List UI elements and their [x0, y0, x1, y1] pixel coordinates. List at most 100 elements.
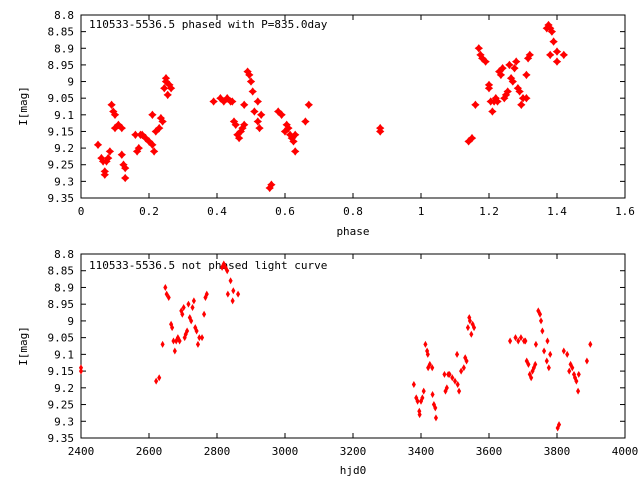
y-tick-label: 9.05	[48, 332, 75, 345]
y-tick-label: 9.15	[48, 125, 75, 138]
data-point	[533, 360, 538, 368]
x-tick-label: 0.6	[275, 205, 295, 218]
data-point	[430, 391, 435, 399]
y-tick-label: 8.9	[54, 281, 74, 294]
data-point	[415, 397, 420, 405]
data-point	[376, 127, 385, 136]
data-point	[474, 44, 483, 53]
data-point	[185, 327, 190, 335]
data-point	[177, 337, 182, 345]
data-point	[459, 367, 464, 375]
data-point	[465, 324, 470, 332]
data-point	[433, 414, 439, 422]
data-point	[248, 87, 257, 96]
data-point	[197, 334, 202, 342]
data-point	[110, 110, 120, 119]
data-point	[253, 117, 262, 126]
data-point	[430, 364, 435, 372]
data-point	[164, 290, 169, 298]
y-tick-label: 9.15	[48, 365, 75, 378]
data-point	[548, 350, 553, 358]
y-tick-label: 9.35	[48, 192, 75, 205]
x-tick-label: 1.2	[479, 205, 499, 218]
x-tick-label: 3200	[340, 445, 367, 458]
x-tick-label: 3800	[544, 445, 571, 458]
data-point	[567, 367, 572, 375]
y-axis-label: I[mag]	[17, 326, 30, 366]
data-point	[117, 150, 126, 159]
data-point	[240, 120, 249, 129]
x-tick-label: 2600	[136, 445, 163, 458]
y-tick-label: 8.85	[48, 26, 75, 39]
data-point	[552, 47, 562, 56]
data-point	[163, 90, 172, 100]
data-point	[280, 127, 290, 136]
data-point	[255, 123, 264, 133]
y-tick-label: 9.25	[48, 399, 75, 412]
chart-title: 110533-5536.5 not phased light curve	[89, 259, 327, 272]
data-point	[225, 290, 230, 298]
data-point	[455, 380, 460, 388]
data-point	[186, 300, 191, 308]
data-point	[427, 360, 432, 368]
x-axis-label: hjd0	[340, 464, 367, 477]
data-point	[522, 94, 531, 103]
data-point	[225, 267, 230, 275]
data-point	[191, 297, 196, 305]
data-point	[411, 380, 416, 388]
data-point	[257, 110, 266, 119]
data-point	[450, 374, 455, 382]
data-point	[284, 123, 293, 133]
data-point	[420, 394, 425, 402]
data-point	[291, 130, 300, 139]
x-tick-label: 1.4	[547, 205, 567, 218]
data-point	[469, 330, 474, 338]
data-point	[433, 404, 438, 412]
data-point	[228, 97, 237, 106]
data-point	[464, 357, 469, 365]
data-point	[195, 340, 201, 348]
data-point	[467, 133, 477, 143]
data-point	[231, 287, 236, 295]
data-point	[452, 377, 458, 385]
axis-ticks: 2400 2600 2800 3000 3200 3400 3600 3800 4000 8.8 8…	[48, 248, 639, 458]
data-point	[131, 130, 140, 139]
y-axis-label: I[mag]	[17, 86, 30, 126]
data-point	[516, 337, 521, 345]
data-point	[155, 123, 164, 133]
data-point	[148, 140, 157, 149]
data-point	[199, 334, 205, 342]
data-point	[529, 374, 534, 382]
x-axis-label: phase	[336, 225, 369, 238]
data-point	[540, 327, 545, 335]
y-tick-label: 9.05	[48, 92, 75, 105]
data-point	[171, 337, 176, 345]
data-point	[547, 27, 557, 36]
data-point	[189, 317, 194, 325]
data-point	[190, 304, 195, 312]
data-point	[160, 84, 169, 93]
data-point	[570, 364, 575, 372]
plot-frame	[80, 14, 626, 199]
data-point	[561, 347, 566, 355]
x-tick-label: 0	[78, 205, 85, 218]
data-point	[565, 350, 570, 358]
y-tick-label: 8.95	[48, 298, 75, 311]
data-point	[230, 297, 235, 305]
data-point	[202, 310, 207, 318]
data-point	[301, 117, 310, 126]
data-point	[250, 107, 259, 116]
data-point	[545, 337, 550, 345]
x-tick-label: 0.2	[139, 205, 159, 218]
data-point	[556, 421, 562, 429]
y-tick-label: 8.95	[48, 59, 75, 72]
data-point	[149, 147, 159, 156]
y-tick-label: 9.25	[48, 159, 75, 172]
data-point	[267, 180, 276, 189]
data-point	[240, 100, 249, 109]
data-point	[231, 120, 240, 129]
x-tick-label: 3400	[408, 445, 435, 458]
y-tick-label: 9.2	[54, 142, 74, 155]
y-tick-label: 9.1	[54, 109, 74, 122]
data-point	[513, 334, 518, 342]
